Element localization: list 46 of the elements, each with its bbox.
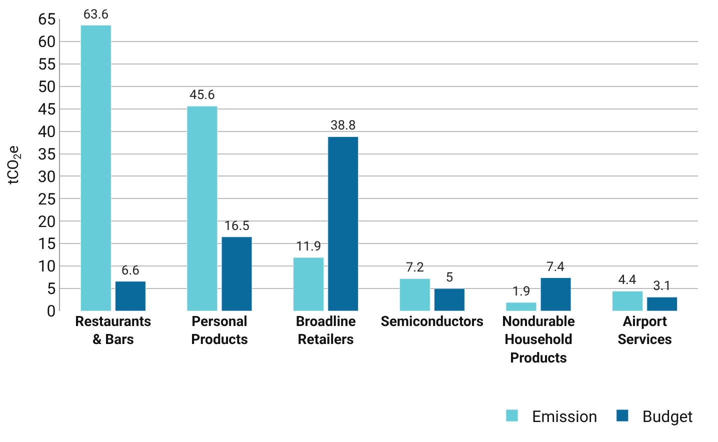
x-tick-label: Broadline Retailers bbox=[296, 314, 356, 348]
bar bbox=[434, 288, 465, 311]
x-tick-label: Restaurants & Bars bbox=[75, 314, 152, 348]
y-tick-label: 25 bbox=[38, 189, 56, 208]
y-tick-label: 20 bbox=[38, 212, 56, 231]
y-tick-label: 10 bbox=[38, 256, 56, 276]
bar bbox=[399, 278, 430, 311]
x-tick-label: Semiconductors bbox=[380, 314, 484, 330]
y-tick-label: 30 bbox=[38, 166, 56, 186]
x-tick-label: Nondurable Household Products bbox=[502, 314, 576, 366]
data-label: 5 bbox=[446, 270, 454, 286]
y-tick-label: 45 bbox=[38, 99, 56, 118]
y-tick-label: 35 bbox=[38, 144, 56, 164]
y-tick-label: 55 bbox=[38, 54, 56, 74]
data-label: 45.6 bbox=[190, 88, 215, 104]
data-label: 11.9 bbox=[296, 240, 322, 255]
data-label: 6.6 bbox=[121, 263, 140, 278]
y-tick-label: 15 bbox=[38, 234, 56, 254]
y-tick-label: 0 bbox=[46, 302, 56, 321]
data-label: 4.4 bbox=[618, 273, 637, 288]
bar bbox=[646, 296, 678, 311]
bar bbox=[612, 290, 644, 311]
data-label: 63.6 bbox=[83, 7, 109, 22]
bar bbox=[328, 136, 359, 311]
x-tick-label: Personal Products bbox=[191, 314, 248, 348]
legend-label: Budget bbox=[642, 406, 693, 426]
bar bbox=[114, 281, 146, 311]
data-label: 7.4 bbox=[546, 260, 566, 275]
y-tick-label: 50 bbox=[38, 76, 56, 96]
bar bbox=[80, 25, 112, 311]
bar bbox=[221, 236, 252, 311]
x-tick-label: Airport Services bbox=[618, 314, 672, 348]
data-label: 1.9 bbox=[512, 284, 530, 300]
data-label: 3.1 bbox=[653, 279, 672, 294]
bar bbox=[540, 278, 572, 311]
y-tick-label: 5 bbox=[46, 279, 56, 298]
y-tick-label: 60 bbox=[38, 32, 56, 52]
y-tick-label: 40 bbox=[38, 122, 56, 141]
data-label: 16.5 bbox=[224, 218, 250, 234]
data-label: 38.8 bbox=[330, 118, 356, 134]
bar bbox=[186, 106, 218, 311]
y-tick-label: 65 bbox=[38, 10, 56, 29]
legend-label: Emission bbox=[532, 406, 598, 426]
bar bbox=[293, 257, 324, 311]
data-label: 7.2 bbox=[406, 260, 424, 276]
bar bbox=[506, 302, 537, 311]
